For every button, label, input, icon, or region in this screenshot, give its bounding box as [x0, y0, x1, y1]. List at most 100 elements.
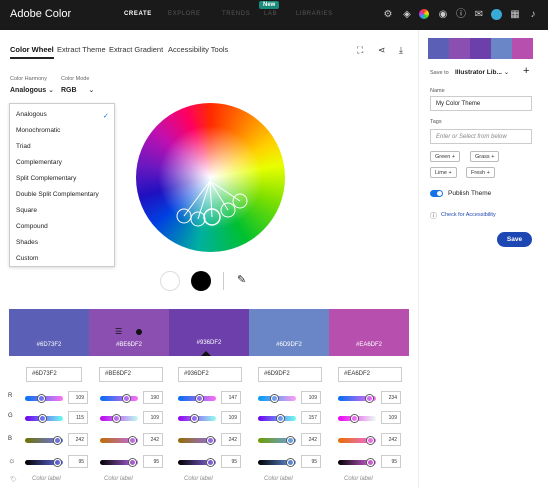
slider-knob[interactable] [54, 459, 62, 466]
tab-extract-theme[interactable]: Extract Theme [57, 45, 106, 54]
slider-b-2[interactable] [100, 438, 138, 443]
value-input-g-3[interactable]: 109 [221, 411, 241, 424]
slider-knob[interactable] [366, 395, 374, 402]
slider-knob[interactable] [277, 415, 285, 422]
slider-knob[interactable] [367, 459, 375, 466]
tag-green[interactable]: Green + [430, 151, 461, 162]
color-app-icon[interactable] [418, 9, 430, 21]
color-label-input-1[interactable]: Color label [32, 476, 61, 482]
nav-lab[interactable]: LAB [264, 11, 278, 17]
tags-input[interactable]: Enter or Select from below [430, 129, 532, 144]
slider-brightness-4[interactable] [258, 460, 296, 465]
tab-extract-gradient[interactable]: Extract Gradient [109, 45, 164, 54]
value-input-b-1[interactable]: 242 [68, 433, 88, 446]
light-background-swatch[interactable] [160, 271, 180, 291]
save-button[interactable]: Save [497, 232, 532, 247]
slider-knob[interactable] [38, 395, 46, 402]
slider-knob[interactable] [287, 437, 295, 444]
eyedropper-icon[interactable]: ✎ [237, 274, 247, 286]
option-analogous[interactable]: Analogous [16, 111, 47, 118]
settings-icon[interactable]: ⚙ [383, 9, 393, 20]
slider-r-2[interactable] [100, 396, 138, 401]
value-input-brightness-2[interactable]: 95 [143, 455, 163, 468]
option-triad[interactable]: Triad [16, 143, 31, 150]
tag-fresh[interactable]: Fresh + [466, 167, 495, 178]
hex-input-2[interactable]: #BE6DF2 [99, 367, 163, 382]
color-swatch-5[interactable]: #EA6DF2 [329, 309, 409, 356]
color-swatch-1[interactable]: #6D73F2 [9, 309, 89, 356]
wheel-handles[interactable] [136, 103, 285, 252]
value-input-b-2[interactable]: 242 [143, 433, 163, 446]
value-input-b-3[interactable]: 242 [221, 433, 241, 446]
slider-knob[interactable] [195, 395, 203, 402]
hex-input-5[interactable]: #EA6DF2 [338, 367, 402, 382]
value-input-g-1[interactable]: 115 [68, 411, 88, 424]
option-compound[interactable]: Compound [16, 223, 48, 230]
color-label-input-3[interactable]: Color label [184, 476, 213, 482]
base-color-dot[interactable] [136, 329, 142, 335]
value-input-brightness-1[interactable]: 95 [68, 455, 88, 468]
tab-accessibility-tools[interactable]: Accessibility Tools [168, 45, 229, 54]
value-input-b-4[interactable]: 242 [301, 433, 321, 446]
value-input-brightness-5[interactable]: 95 [381, 455, 401, 468]
slider-knob[interactable] [271, 395, 279, 402]
slider-knob[interactable] [207, 437, 215, 444]
adobe-stock-icon[interactable]: ◉ [438, 9, 448, 20]
slider-knob[interactable] [191, 415, 199, 422]
value-input-r-5[interactable]: 234 [381, 391, 401, 404]
option-split-complementary[interactable]: Split Complementary [16, 175, 77, 182]
slider-g-4[interactable] [258, 416, 296, 421]
value-input-r-4[interactable]: 109 [301, 391, 321, 404]
check-accessibility-link[interactable]: Check for Accessibility [441, 212, 496, 218]
slider-knob[interactable] [367, 437, 375, 444]
share-icon[interactable]: ⋖ [378, 45, 386, 55]
slider-knob[interactable] [129, 437, 137, 444]
hex-input-1[interactable]: #6D73F2 [26, 367, 82, 382]
theme-name-input[interactable]: My Color Theme [430, 96, 532, 111]
dark-background-swatch[interactable] [191, 271, 211, 291]
option-square[interactable]: Square [16, 207, 37, 214]
profile-avatar[interactable] [490, 9, 502, 21]
option-complementary[interactable]: Complementary [16, 159, 62, 166]
slider-knob[interactable] [129, 459, 137, 466]
slider-b-1[interactable] [25, 438, 63, 443]
option-double-split-complementary[interactable]: Double Split Complementary [16, 191, 99, 198]
color-label-input-2[interactable]: Color label [104, 476, 133, 482]
tag-lime[interactable]: Lime + [430, 167, 457, 178]
slider-knob[interactable] [123, 395, 131, 402]
publish-toggle[interactable] [430, 190, 443, 197]
value-input-r-2[interactable]: 190 [143, 391, 163, 404]
harmony-select[interactable]: Analogous ⌄ [10, 87, 54, 94]
color-label-input-4[interactable]: Color label [264, 476, 293, 482]
value-input-r-1[interactable]: 109 [68, 391, 88, 404]
slider-b-3[interactable] [178, 438, 216, 443]
nav-create[interactable]: CREATE [124, 11, 152, 17]
slider-r-5[interactable] [338, 396, 376, 401]
value-input-g-4[interactable]: 157 [301, 411, 321, 424]
value-input-g-2[interactable]: 109 [143, 411, 163, 424]
color-swatch-3[interactable]: #936DF2 [169, 309, 249, 356]
add-library-icon[interactable]: + [523, 65, 530, 77]
nav-libraries[interactable]: LIBRARIES [296, 11, 333, 17]
option-monochromatic[interactable]: Monochromatic [16, 127, 61, 134]
fullscreen-icon[interactable]: ⛶ [357, 45, 364, 55]
value-input-brightness-3[interactable]: 95 [221, 455, 241, 468]
slider-knob[interactable] [287, 459, 295, 466]
hex-input-3[interactable]: #936DF2 [178, 367, 242, 382]
slider-b-4[interactable] [258, 438, 296, 443]
hex-input-4[interactable]: #6D9DF2 [258, 367, 322, 382]
brand-title[interactable]: Adobe Color [10, 8, 72, 20]
slider-knob[interactable] [207, 459, 215, 466]
nav-trends[interactable]: TRENDS [222, 11, 251, 17]
slider-brightness-1[interactable] [25, 460, 63, 465]
value-input-g-5[interactable]: 109 [381, 411, 401, 424]
value-input-b-5[interactable]: 242 [381, 433, 401, 446]
value-input-r-3[interactable]: 147 [221, 391, 241, 404]
slider-b-5[interactable] [338, 438, 376, 443]
info-icon[interactable]: ⓘ [456, 9, 466, 20]
value-input-brightness-4[interactable]: 95 [301, 455, 321, 468]
slider-knob[interactable] [38, 415, 46, 422]
color-swatch-4[interactable]: #6D9DF2 [249, 309, 329, 356]
color-label-input-5[interactable]: Color label [344, 476, 373, 482]
feedback-icon[interactable]: ✉ [474, 9, 484, 20]
